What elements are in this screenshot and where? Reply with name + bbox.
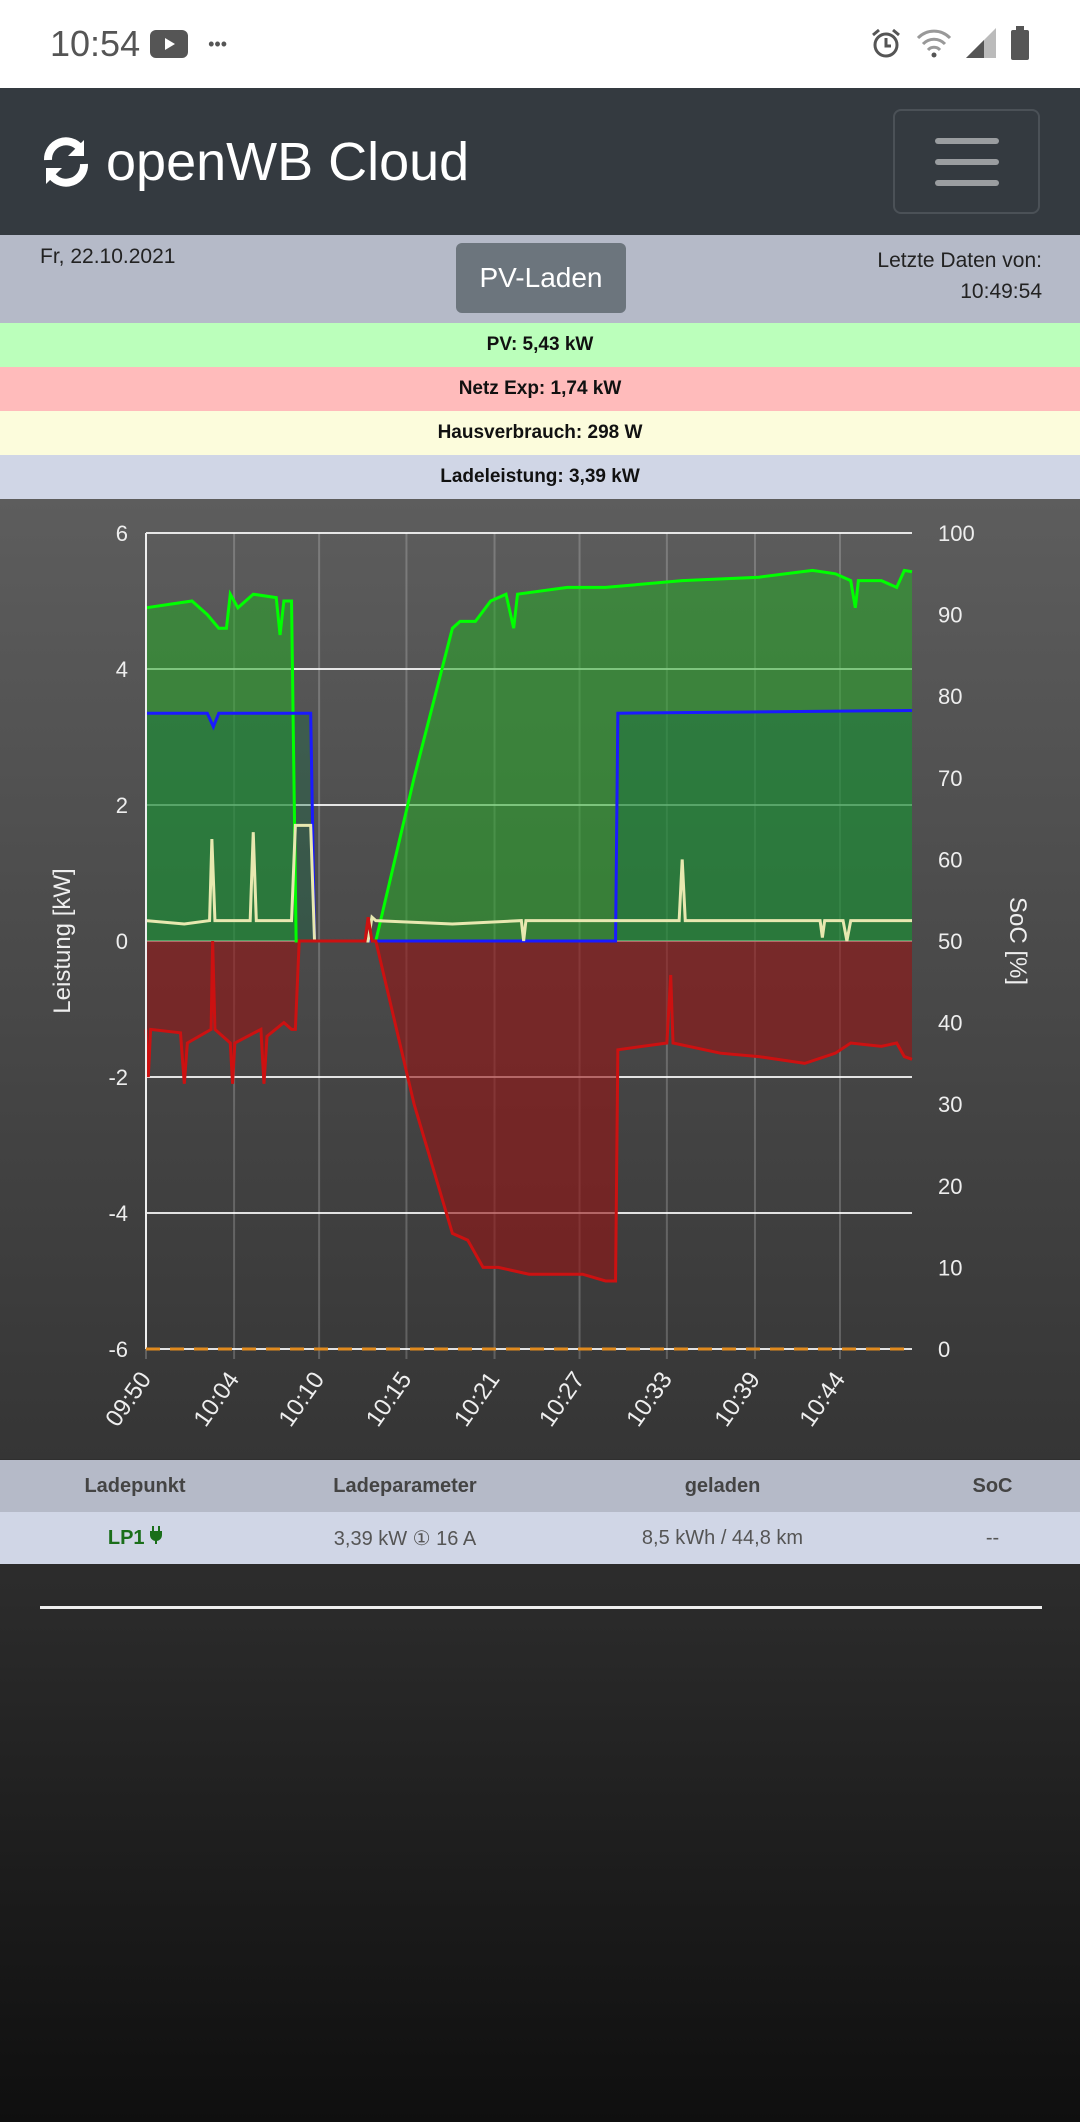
y-tick-label: -2: [108, 1065, 128, 1090]
y2-tick-label: 20: [938, 1174, 962, 1199]
col-header: Ladeparameter: [333, 1474, 477, 1497]
x-tick-label: 10:21: [449, 1367, 506, 1432]
grid-power-bar: Netz Exp: 1,74 kW: [0, 367, 1080, 411]
charge-point-table: Ladepunkt Ladeparameter geladen SoC LP1 …: [0, 1460, 1080, 1564]
y2-tick-label: 30: [938, 1092, 962, 1117]
x-tick-label: 10:10: [273, 1367, 330, 1432]
table-header: Ladepunkt Ladeparameter geladen SoC: [0, 1460, 1080, 1512]
status-bar: 10:54 •••: [0, 0, 1080, 88]
x-tick-label: 10:44: [794, 1367, 851, 1432]
y2-tick-label: 60: [938, 847, 962, 872]
x-tick-label: 10:33: [621, 1367, 678, 1432]
power-chart: 6 4 2 0 -2 -4 -6 100 90 80 70 60 50 40 30 20 10 0 09:50 10:…: [0, 499, 1080, 1459]
series-line-ladeleistung: [146, 708, 913, 943]
series-area-ladeleistung: [146, 710, 912, 941]
navbar: openWB Cloud: [0, 88, 1080, 235]
plug-icon: [150, 1526, 163, 1544]
x-tick-label: 10:39: [709, 1367, 766, 1432]
series-area-pv: [146, 570, 912, 941]
divider: [40, 1606, 1042, 1609]
info-row: Fr, 22.10.2021 PV-Laden Letzte Daten von…: [0, 235, 1080, 323]
y-axis-title: Leistung [kW]: [49, 868, 76, 1013]
x-tick-label: 09:50: [100, 1367, 157, 1432]
battery-icon: [1011, 26, 1029, 60]
wifi-icon: [916, 29, 952, 58]
brand[interactable]: openWB Cloud: [40, 131, 469, 193]
y2-tick-label: 0: [938, 1337, 950, 1362]
clock: 10:54: [50, 23, 141, 64]
series-line-netz: [144, 916, 913, 1283]
x-tick-label: 10:15: [361, 1367, 418, 1432]
sync-icon: [44, 136, 88, 187]
charged-energy: 8,5 kWh / 44,8 km: [641, 1526, 804, 1549]
y-tick-label: 0: [116, 929, 128, 954]
series-area-netz: [146, 917, 912, 1281]
y-tick-label: 4: [116, 657, 128, 682]
signal-icon: [966, 28, 996, 58]
house-power-bar: Hausverbrauch: 298 W: [0, 411, 1080, 455]
x-tick-label: 10:27: [534, 1367, 591, 1432]
y-tick-label: -6: [108, 1337, 128, 1362]
pv-power-bar: PV: 5,43 kW: [0, 323, 1080, 367]
y2-tick-label: 50: [938, 929, 962, 954]
x-tick-label: 10:04: [188, 1367, 245, 1432]
y2-axis-title: SoC [%]: [1004, 897, 1031, 985]
table-row[interactable]: LP1 3,39 kW ① 16 A 8,5 kWh / 44,8 km --: [0, 1512, 1080, 1564]
series-line-pv: [145, 568, 913, 943]
last-data-label: Letzte Daten von:: [877, 249, 1042, 272]
y2-tick-label: 90: [938, 603, 962, 628]
y-tick-label: -4: [108, 1201, 128, 1226]
more-icon: •••: [208, 33, 227, 54]
alarm-icon: [872, 28, 900, 58]
y-tick-label: 6: [116, 521, 128, 546]
y2-tick-label: 40: [938, 1011, 962, 1036]
y2-tick-label: 80: [938, 684, 962, 709]
col-header: SoC: [972, 1474, 1013, 1497]
soc-value: --: [985, 1526, 1000, 1549]
series-line-hausverbrauch: [145, 823, 912, 943]
y2-tick-label: 10: [938, 1255, 962, 1280]
charge-power-bar: Ladeleistung: 3,39 kW: [0, 455, 1080, 499]
col-header: geladen: [684, 1474, 761, 1497]
hamburger-menu-button[interactable]: [893, 109, 1040, 214]
col-header: Ladepunkt: [84, 1474, 186, 1497]
charge-mode-button[interactable]: PV-Laden: [456, 243, 626, 313]
date: Fr, 22.10.2021: [40, 245, 176, 268]
last-data: Letzte Daten von: 10:49:54: [877, 245, 1042, 307]
y2-tick-label: 70: [938, 766, 962, 791]
charge-point-name: LP1: [107, 1527, 145, 1549]
youtube-icon: [150, 30, 189, 58]
charge-params: 3,39 kW ① 16 A: [333, 1527, 477, 1550]
last-data-time: 10:49:54: [960, 280, 1042, 303]
brand-title: openWB Cloud: [106, 131, 470, 192]
charge-point-cell[interactable]: LP1: [0, 1526, 270, 1550]
y2-tick-label: 100: [938, 521, 975, 546]
y-tick-label: 2: [116, 793, 128, 818]
